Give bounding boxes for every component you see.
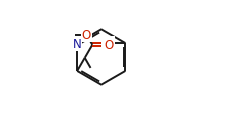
Text: N: N <box>73 37 82 50</box>
Text: O: O <box>82 29 91 42</box>
Text: O: O <box>105 39 114 52</box>
Text: Cl: Cl <box>102 37 114 50</box>
